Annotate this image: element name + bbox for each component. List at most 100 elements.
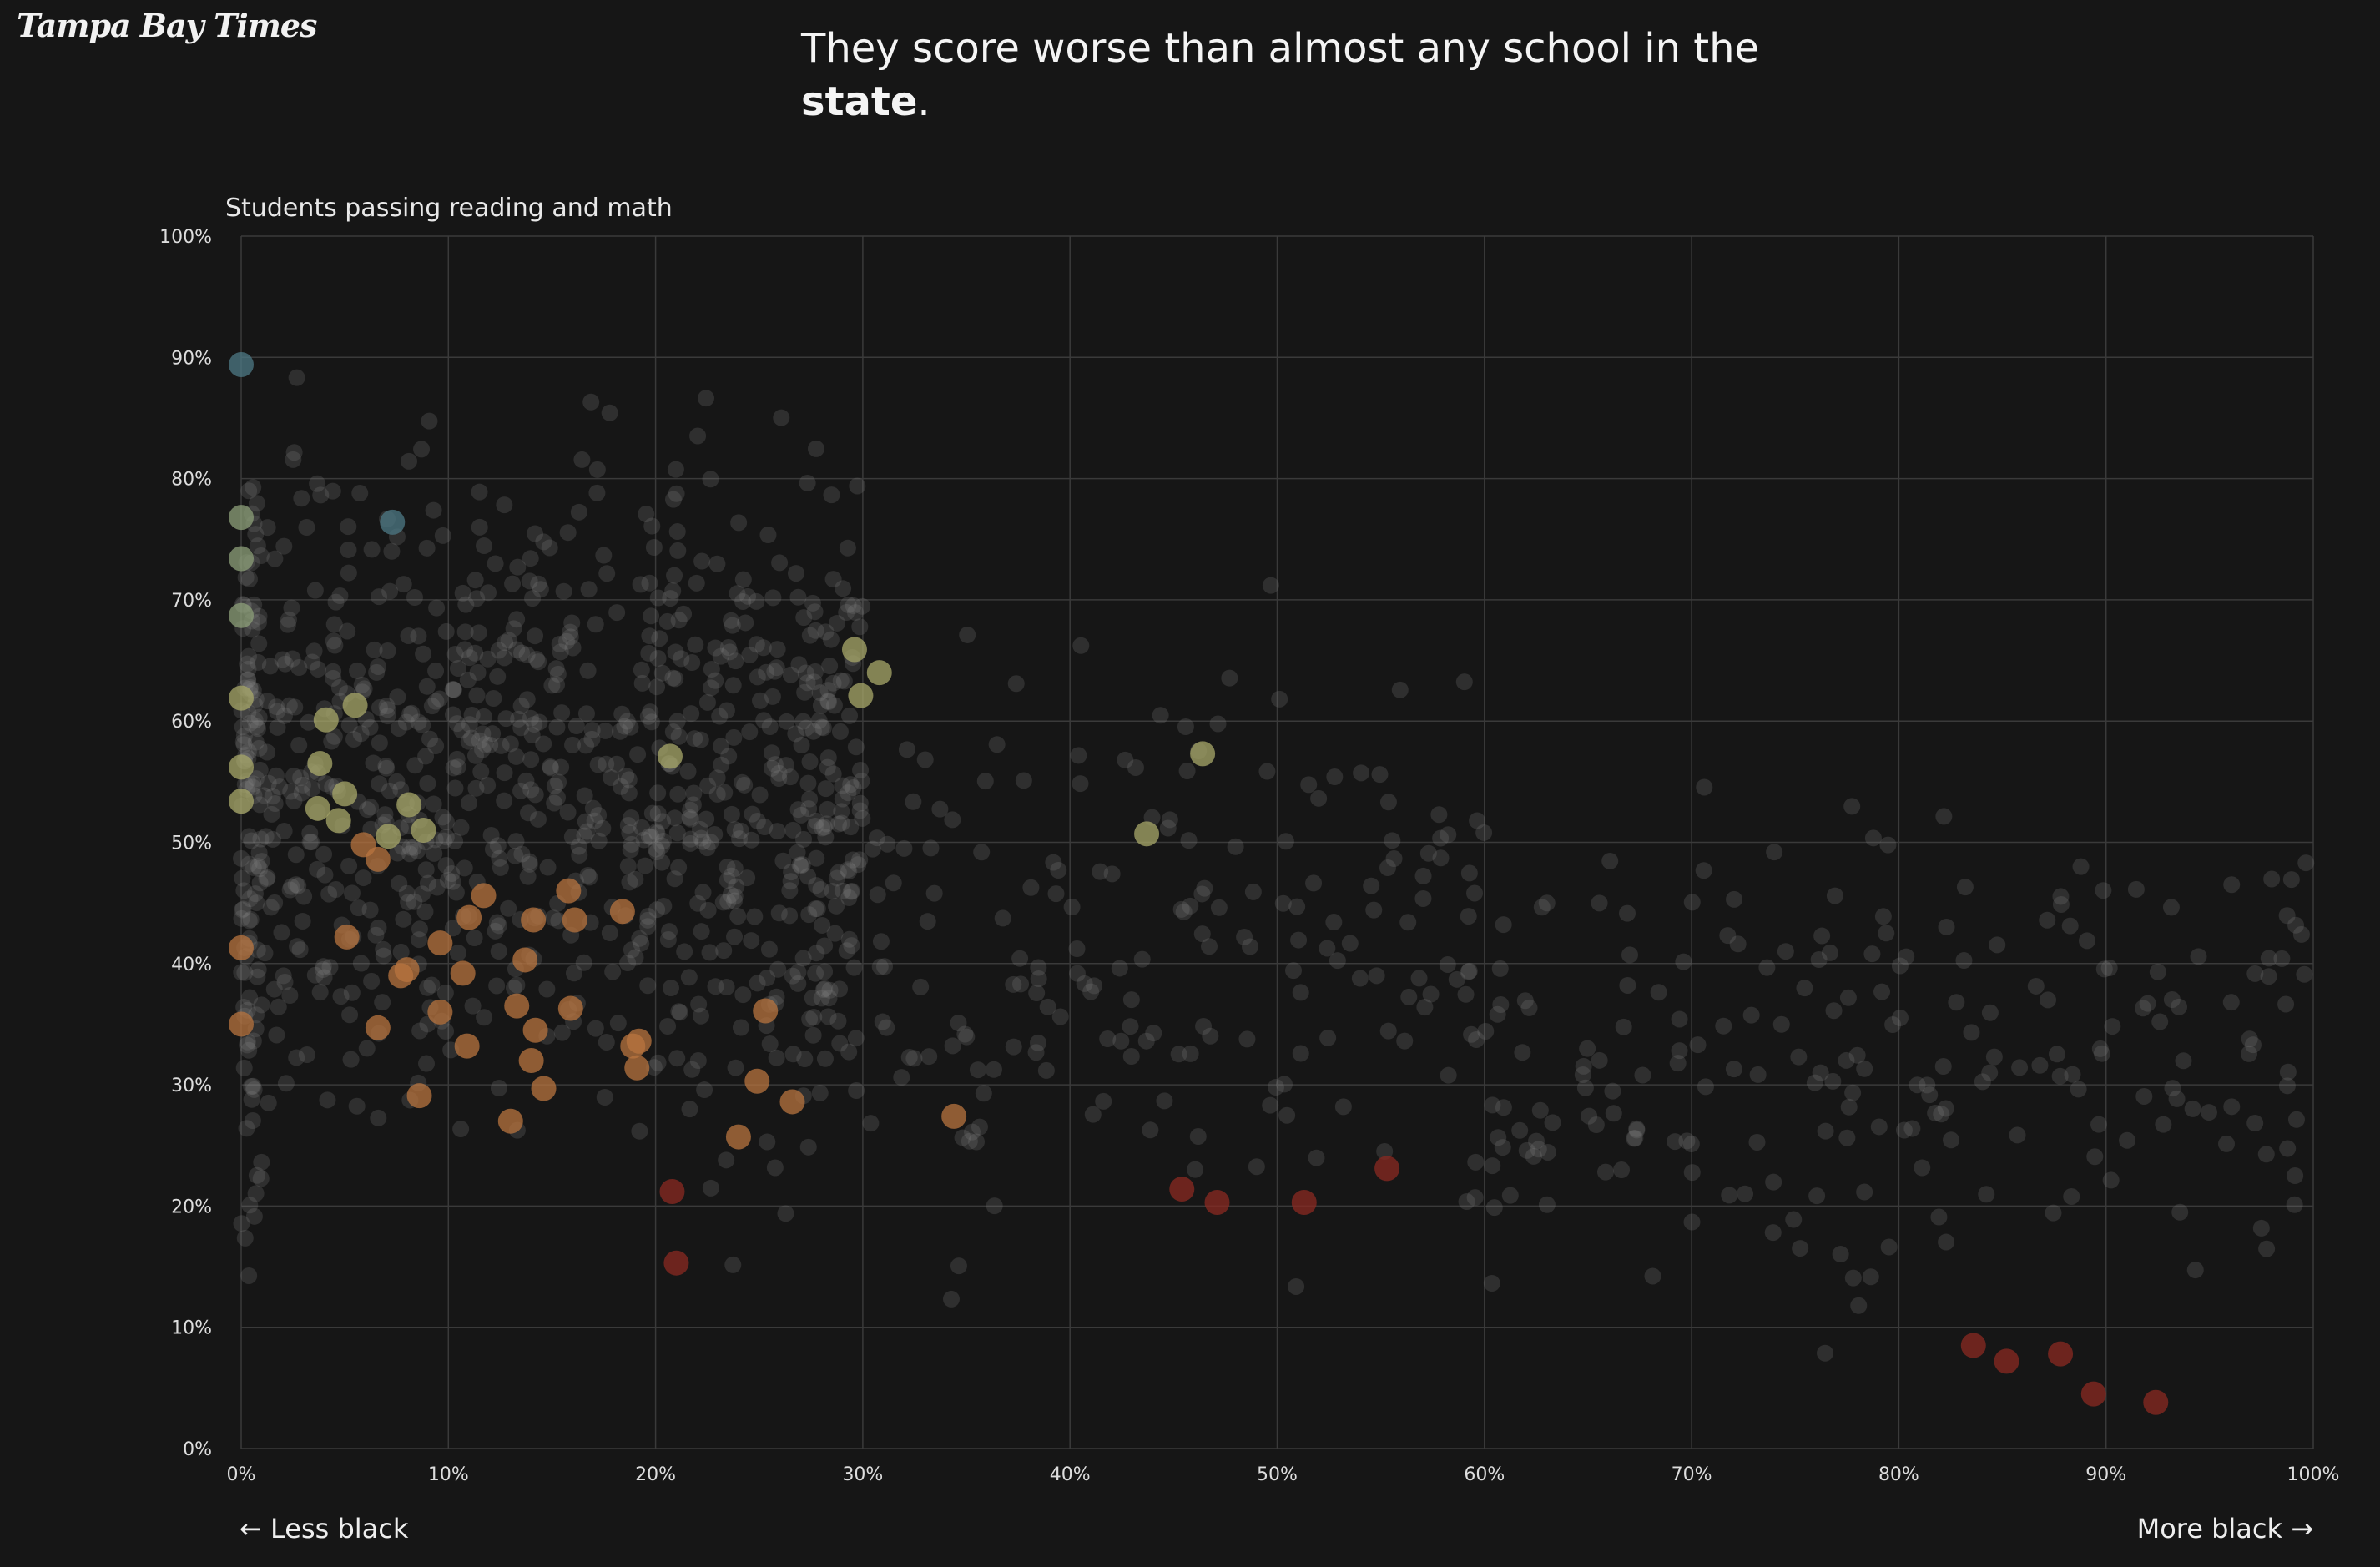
data-point [1621, 946, 1638, 964]
data-point [1844, 1084, 1862, 1101]
data-point [400, 894, 417, 911]
data-point [684, 796, 702, 814]
axis-label-less-black: ← Less black [240, 1513, 409, 1544]
data-point [538, 980, 556, 998]
data-point [366, 641, 383, 658]
data-point [361, 901, 379, 919]
data-point [526, 716, 543, 733]
data-point [799, 868, 817, 885]
highlighted-point [848, 683, 874, 708]
data-point [250, 739, 268, 757]
data-point [449, 660, 466, 678]
highlighted-point [624, 1055, 650, 1081]
highlighted-point [753, 998, 779, 1024]
data-point [1477, 1022, 1495, 1040]
data-point [507, 833, 525, 850]
data-point [413, 441, 431, 458]
data-point [2277, 995, 2295, 1013]
data-point [622, 718, 639, 736]
data-point [1466, 884, 1484, 902]
data-point [653, 664, 671, 682]
data-point [854, 597, 871, 615]
headline-period: . [917, 78, 930, 125]
data-point [789, 801, 807, 819]
data-point [460, 794, 477, 812]
y-tick-label: 0% [183, 1439, 212, 1460]
tampa-bay-times-logo[interactable]: Tampa Bay Times [17, 7, 317, 44]
data-point [853, 772, 870, 789]
data-point [259, 693, 276, 710]
data-point [1511, 1121, 1529, 1139]
data-point [239, 671, 256, 688]
data-point [1050, 862, 1067, 879]
highlighted-point [229, 352, 254, 378]
data-point [2052, 895, 2070, 913]
headline-bold-word: state [801, 78, 918, 125]
headline-line-2: state. [801, 75, 1759, 128]
data-point [756, 819, 774, 836]
data-point [573, 451, 591, 468]
data-point [643, 607, 660, 625]
data-point [1030, 970, 1047, 988]
data-point [563, 614, 581, 632]
data-point [721, 643, 739, 661]
highlighted-point [450, 960, 476, 986]
data-point [835, 580, 852, 597]
data-point [341, 1006, 359, 1024]
data-point [327, 881, 345, 899]
data-point [1400, 988, 1418, 1005]
data-point [395, 910, 412, 928]
data-point [696, 1081, 713, 1099]
data-point [581, 869, 598, 886]
data-point [1864, 829, 1882, 847]
data-point [496, 792, 513, 809]
data-point [1495, 1099, 1512, 1116]
data-point [583, 722, 601, 739]
data-point [1161, 811, 1178, 829]
data-point [508, 976, 526, 994]
data-point [1238, 1030, 1256, 1048]
data-point [1490, 1129, 1507, 1146]
data-point [250, 720, 267, 738]
data-point [2155, 1116, 2172, 1133]
data-point [1878, 925, 1895, 942]
data-point [619, 955, 637, 972]
data-point [248, 718, 265, 735]
data-point [895, 839, 913, 857]
data-point [683, 1061, 701, 1078]
data-point [645, 1059, 663, 1076]
data-point [1276, 1076, 1293, 1093]
data-point [1777, 943, 1794, 960]
data-point [1671, 1010, 1688, 1028]
data-point [1467, 1153, 1485, 1171]
data-point [852, 762, 870, 779]
data-point [531, 713, 548, 731]
data-point [822, 631, 840, 648]
data-point [905, 793, 922, 810]
highlighted-point [556, 878, 582, 904]
data-point [675, 605, 693, 622]
data-point [1528, 1132, 1545, 1150]
data-point [879, 835, 896, 853]
data-point [256, 945, 274, 962]
data-point [513, 845, 531, 863]
data-point [235, 1059, 253, 1076]
data-point [262, 899, 280, 916]
data-point [845, 851, 862, 869]
data-point [1305, 874, 1323, 892]
data-point [799, 1138, 817, 1156]
data-point [754, 639, 772, 657]
data-point [259, 869, 276, 886]
data-point [633, 674, 651, 692]
data-point [252, 1170, 270, 1187]
data-point [497, 634, 514, 652]
data-point [240, 855, 258, 873]
data-point [708, 769, 726, 787]
data-point [1288, 898, 1306, 915]
data-point [480, 584, 497, 602]
data-point [476, 1009, 493, 1026]
data-point [1696, 778, 1713, 796]
data-point [698, 390, 715, 407]
data-point [732, 822, 749, 839]
data-point [2296, 965, 2313, 983]
